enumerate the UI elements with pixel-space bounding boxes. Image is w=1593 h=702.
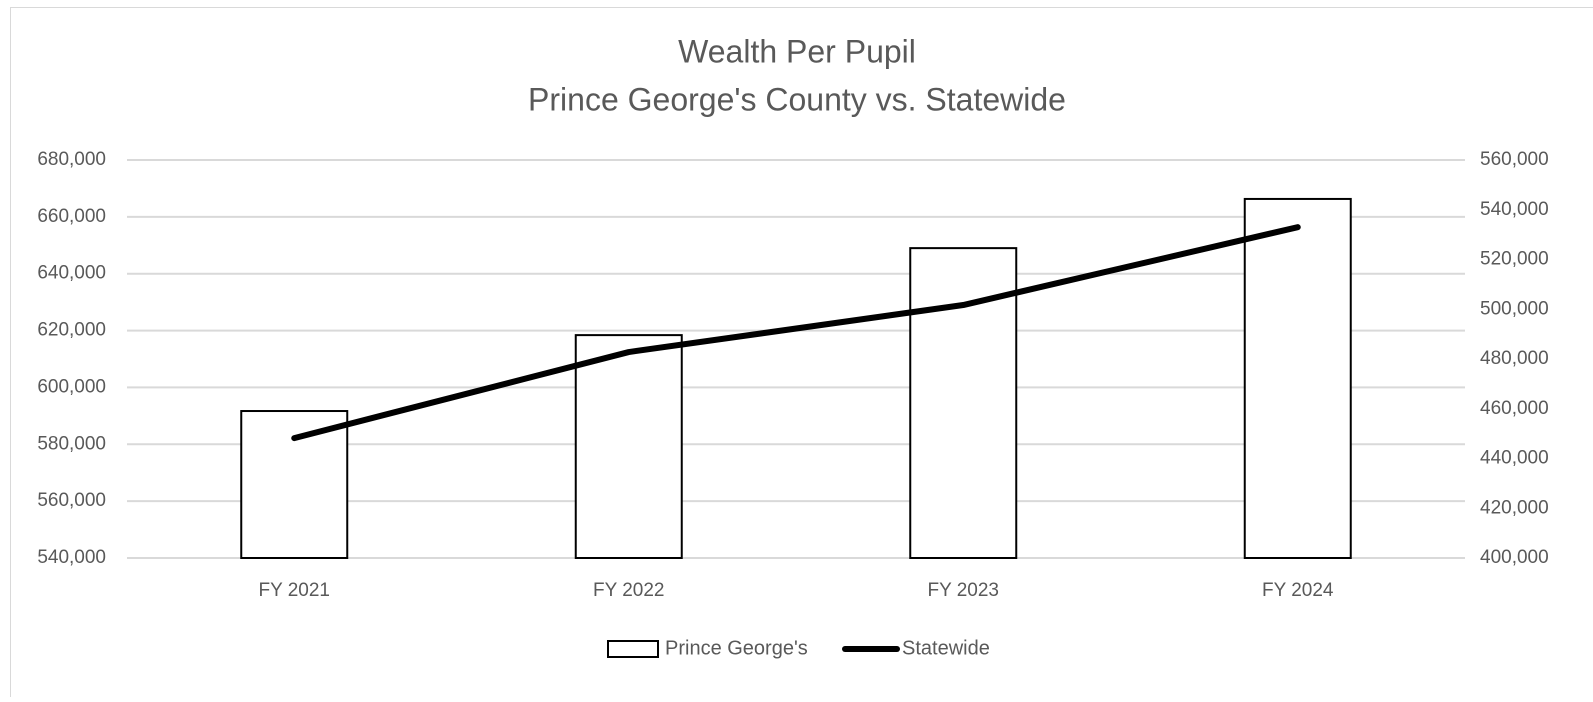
bar [1245, 199, 1351, 558]
y2-tick-label: 540,000 [1480, 199, 1549, 220]
y-tick-label: 620,000 [37, 320, 106, 341]
y2-tick-label: 460,000 [1480, 398, 1549, 419]
bar [576, 335, 682, 558]
y-tick-label: 600,000 [37, 376, 106, 397]
y2-tick-label: 440,000 [1480, 448, 1549, 469]
legend-swatch [608, 641, 658, 657]
bar [241, 411, 347, 558]
y-tick-label: 660,000 [37, 206, 106, 227]
y2-tick-label: 480,000 [1480, 348, 1549, 369]
y-tick-label: 640,000 [37, 263, 106, 284]
y-tick-label: 540,000 [37, 547, 106, 568]
x-tick-label: FY 2022 [593, 580, 664, 601]
x-tick-label: FY 2023 [928, 580, 999, 601]
y2-tick-label: 500,000 [1480, 298, 1549, 319]
legend-label: Prince George's [665, 637, 808, 659]
y-tick-label: 560,000 [37, 490, 106, 511]
legend-label: Statewide [902, 637, 990, 659]
x-tick-label: FY 2024 [1262, 580, 1334, 601]
y2-tick-label: 400,000 [1480, 547, 1549, 568]
chart-subtitle: Prince George's County vs. Statewide [528, 81, 1066, 117]
y2-tick-label: 560,000 [1480, 149, 1549, 170]
y2-tick-label: 520,000 [1480, 249, 1549, 270]
y-tick-label: 580,000 [37, 433, 106, 454]
y-tick-label: 680,000 [37, 149, 106, 170]
y2-tick-label: 420,000 [1480, 497, 1549, 518]
x-tick-label: FY 2021 [259, 580, 330, 601]
chart-title: Wealth Per Pupil [678, 33, 916, 69]
